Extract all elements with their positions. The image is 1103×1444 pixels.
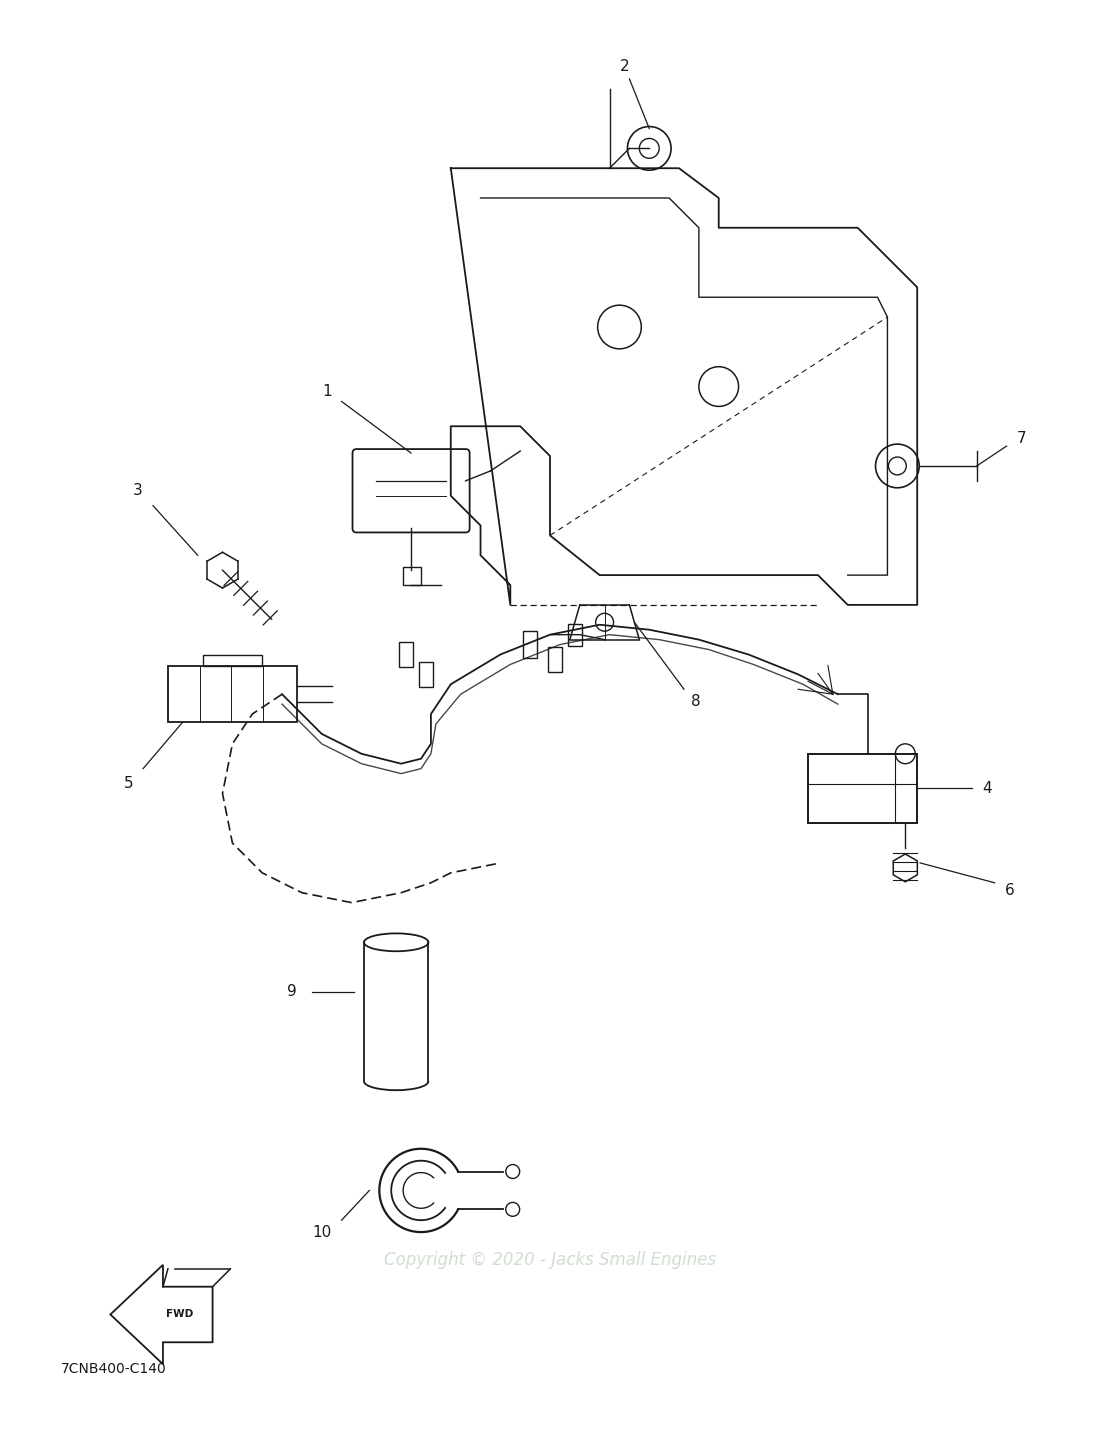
Text: Copyright © 2020 - Jacks Small Engines: Copyright © 2020 - Jacks Small Engines — [384, 1251, 716, 1269]
Text: 1: 1 — [322, 384, 332, 399]
Bar — [168, 667, 297, 722]
Bar — [399, 643, 413, 667]
Text: 4: 4 — [982, 781, 992, 796]
Text: FWD: FWD — [167, 1310, 193, 1320]
Text: 6: 6 — [1005, 884, 1015, 898]
Bar — [403, 567, 421, 585]
Text: 2: 2 — [620, 59, 629, 75]
Text: 7CNB400-C140: 7CNB400-C140 — [61, 1362, 167, 1376]
Bar — [568, 624, 581, 645]
Bar — [808, 754, 918, 823]
Bar — [203, 654, 263, 667]
Text: 8: 8 — [692, 693, 700, 709]
Bar — [523, 631, 537, 658]
Text: 5: 5 — [124, 775, 133, 791]
Text: 10: 10 — [312, 1225, 331, 1239]
Text: 9: 9 — [287, 985, 297, 999]
Bar — [548, 647, 561, 671]
Text: 3: 3 — [133, 484, 143, 498]
Bar — [419, 661, 432, 687]
Text: 7: 7 — [1017, 430, 1026, 446]
